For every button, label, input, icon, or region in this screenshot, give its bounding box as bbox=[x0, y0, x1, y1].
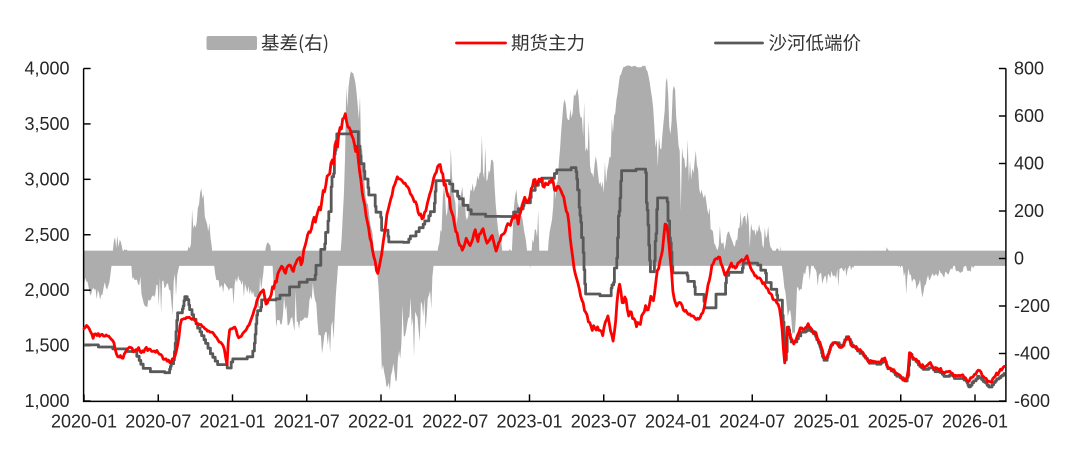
svg-text:800: 800 bbox=[1014, 59, 1044, 79]
svg-text:2,500: 2,500 bbox=[24, 225, 69, 245]
svg-text:600: 600 bbox=[1014, 106, 1044, 126]
svg-text:1,000: 1,000 bbox=[24, 391, 69, 411]
svg-text:2023-01: 2023-01 bbox=[496, 412, 562, 432]
svg-text:2020-07: 2020-07 bbox=[125, 412, 191, 432]
svg-text:400: 400 bbox=[1014, 154, 1044, 174]
svg-text:2022-01: 2022-01 bbox=[348, 412, 414, 432]
svg-text:4,000: 4,000 bbox=[24, 59, 69, 79]
svg-text:2,000: 2,000 bbox=[24, 280, 69, 300]
svg-text:3,000: 3,000 bbox=[24, 169, 69, 189]
svg-text:1,500: 1,500 bbox=[24, 336, 69, 356]
svg-text:0: 0 bbox=[1014, 249, 1024, 269]
svg-text:2024-01: 2024-01 bbox=[645, 412, 711, 432]
svg-text:2025-07: 2025-07 bbox=[868, 412, 934, 432]
svg-text:-400: -400 bbox=[1014, 344, 1050, 364]
svg-text:-600: -600 bbox=[1014, 391, 1050, 411]
svg-text:2026-01: 2026-01 bbox=[942, 412, 1008, 432]
svg-text:-200: -200 bbox=[1014, 296, 1050, 316]
svg-text:2025-01: 2025-01 bbox=[793, 412, 859, 432]
svg-text:2021-01: 2021-01 bbox=[199, 412, 265, 432]
svg-text:2020-01: 2020-01 bbox=[51, 412, 117, 432]
svg-text:2024-07: 2024-07 bbox=[719, 412, 785, 432]
svg-text:3,500: 3,500 bbox=[24, 114, 69, 134]
svg-text:200: 200 bbox=[1014, 201, 1044, 221]
svg-text:2022-07: 2022-07 bbox=[422, 412, 488, 432]
svg-text:2023-07: 2023-07 bbox=[571, 412, 637, 432]
svg-text:2021-07: 2021-07 bbox=[274, 412, 340, 432]
